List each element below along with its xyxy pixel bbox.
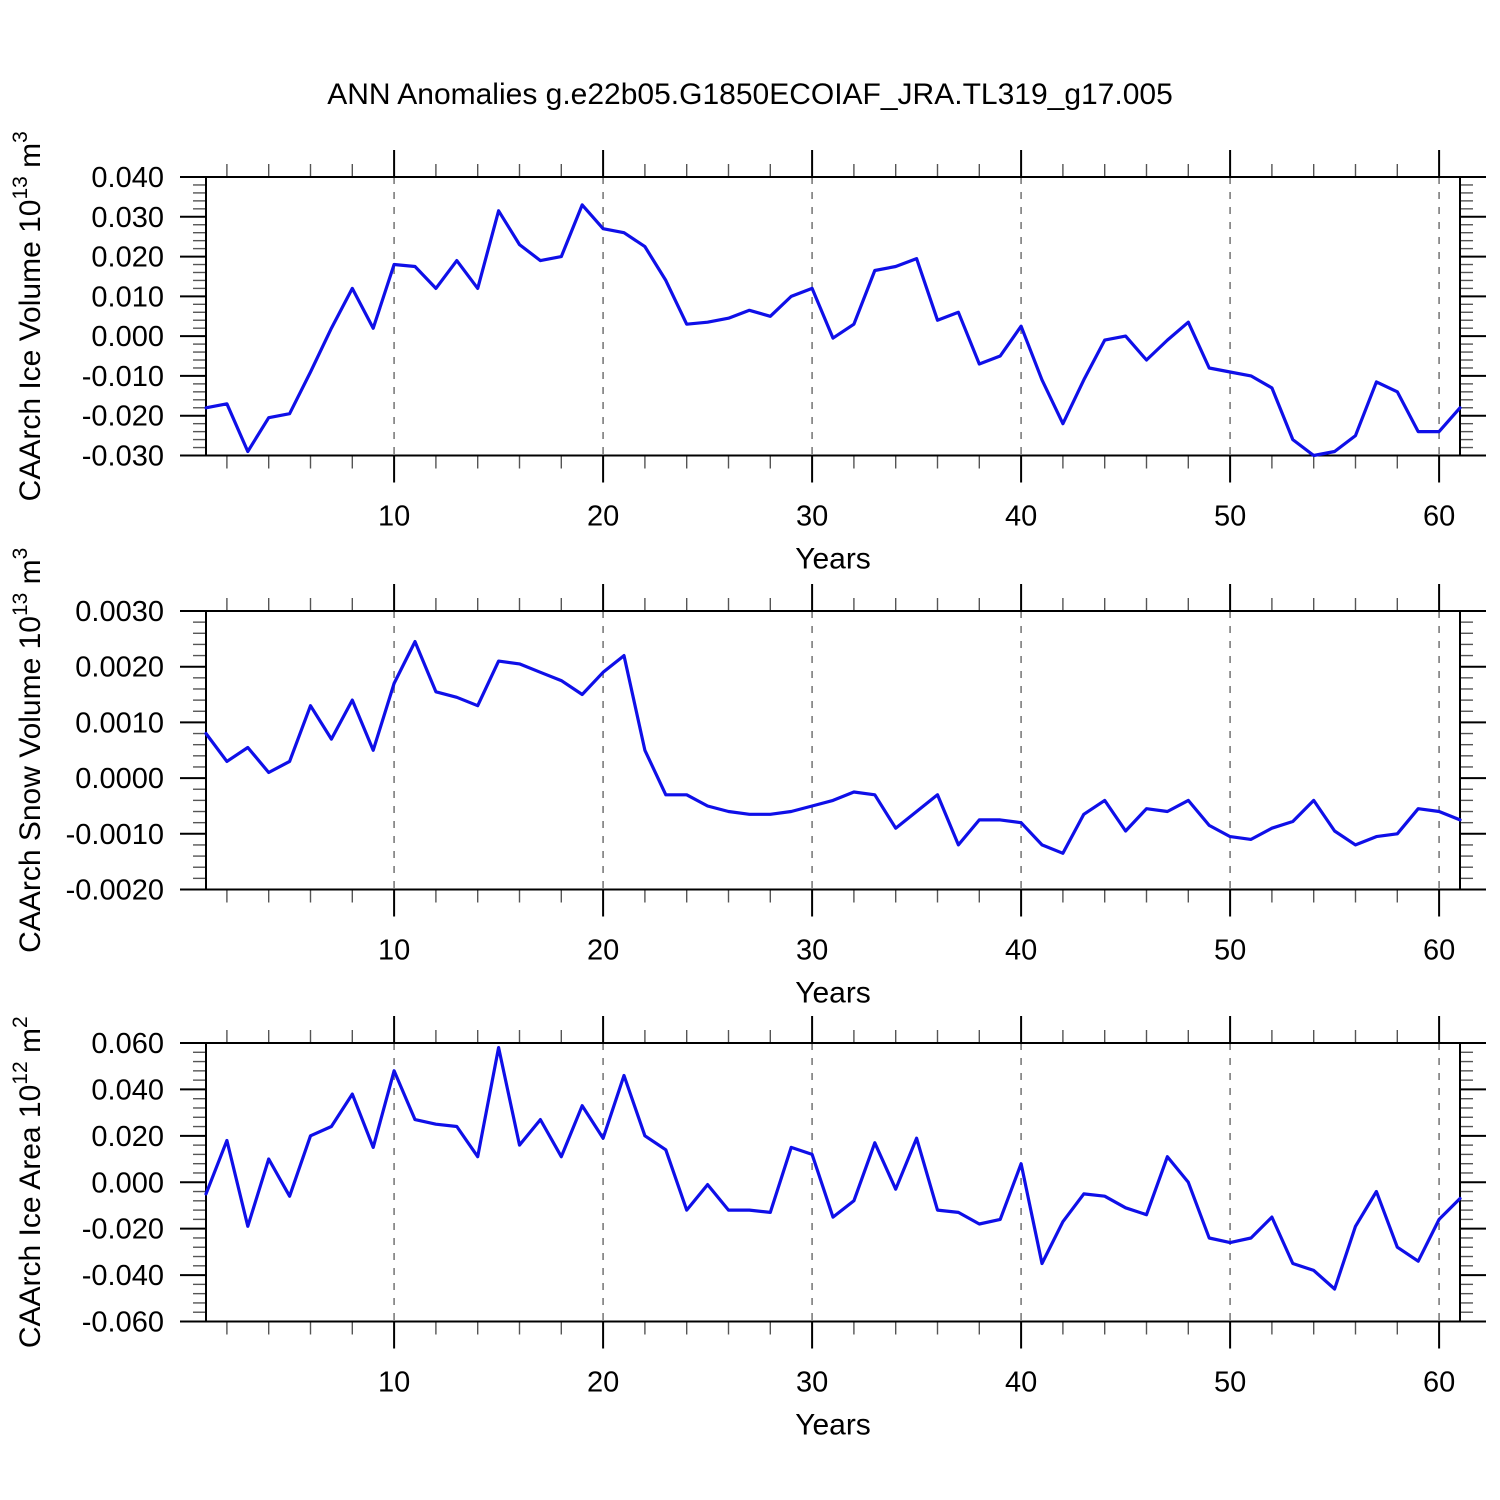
x-tick-label: 20 — [587, 501, 619, 533]
x-tick-label: 30 — [796, 1367, 828, 1399]
x-tick-label: 30 — [796, 935, 828, 967]
y-tick-label: 0.020 — [91, 242, 164, 274]
y-tick-label: 0.0020 — [75, 652, 164, 684]
x-tick-label: 50 — [1214, 501, 1246, 533]
y-tick-label: 0.010 — [91, 281, 164, 313]
y-tick-label: 0.000 — [91, 321, 164, 353]
x-tick-label: 60 — [1423, 935, 1455, 967]
y-tick-label: 0.000 — [91, 1167, 164, 1199]
x-tick-label: 20 — [587, 935, 619, 967]
x-tick-label: 10 — [378, 935, 410, 967]
x-tick-label: 50 — [1214, 935, 1246, 967]
y-tick-label: 0.0000 — [75, 763, 164, 795]
x-tick-label: 40 — [1005, 1367, 1037, 1399]
x-tick-label: 10 — [378, 501, 410, 533]
y-tick-label: -0.060 — [82, 1307, 164, 1339]
y-tick-label: -0.020 — [82, 1214, 164, 1246]
x-axis-title: Years — [795, 543, 871, 576]
x-axis-title: Years — [795, 1409, 871, 1442]
x-axis-title: Years — [795, 977, 871, 1010]
y-tick-label: 0.030 — [91, 202, 164, 234]
caarch-snow-volume-line — [204, 639, 1462, 855]
panel-caarch-ice-volume: 10 20 30 40 50 60 0.040 0.030 0.020 0.010 0.000 -0.… — [9, 131, 1486, 576]
x-tick-label: 40 — [1005, 935, 1037, 967]
y-axis-title: CAArch Snow Volume 1013 m3 — [9, 548, 47, 953]
y-tick-label: -0.010 — [82, 361, 164, 393]
y-tick-label: 0.0010 — [75, 707, 164, 739]
plot-frame — [205, 1042, 1461, 1323]
y-tick-label: -0.0010 — [66, 819, 164, 851]
x-tick-label: 60 — [1423, 1367, 1455, 1399]
plot-frame — [205, 610, 1461, 891]
x-tick-label: 60 — [1423, 501, 1455, 533]
x-tick-label: 20 — [587, 1367, 619, 1399]
y-axis-title: CAArch Ice Volume 1013 m3 — [9, 131, 47, 501]
y-tick-label: 0.040 — [91, 162, 164, 194]
panel-caarch-ice-area: 10 20 30 40 50 60 0.060 0.040 0.020 0.000 -0.020 -0… — [9, 1016, 1486, 1442]
x-tick-label: 40 — [1005, 501, 1037, 533]
y-tick-label: 0.0030 — [75, 596, 164, 628]
caarch-ice-volume-line — [204, 203, 1462, 458]
y-tick-label: -0.0020 — [66, 875, 164, 907]
plot-frame — [205, 176, 1461, 457]
panel-caarch-snow-volume: 10 20 30 40 50 60 0.0030 0.0020 0.0010 0.0000 -0.0… — [9, 548, 1486, 1010]
y-tick-label: 0.040 — [91, 1074, 164, 1106]
y-tick-label: -0.030 — [82, 441, 164, 473]
caarch-ice-area-line — [204, 1045, 1462, 1291]
y-axis-title: CAArch Ice Area 1012 m2 — [9, 1016, 47, 1348]
plot-title: ANN Anomalies g.e22b05.G1850ECOIAF_JRA.T… — [327, 78, 1173, 111]
y-tick-label: -0.040 — [82, 1260, 164, 1292]
y-tick-label: -0.020 — [82, 401, 164, 433]
x-tick-label: 50 — [1214, 1367, 1246, 1399]
x-tick-label: 10 — [378, 1367, 410, 1399]
y-tick-label: 0.060 — [91, 1028, 164, 1060]
y-tick-label: 0.020 — [91, 1121, 164, 1153]
x-tick-label: 30 — [796, 501, 828, 533]
